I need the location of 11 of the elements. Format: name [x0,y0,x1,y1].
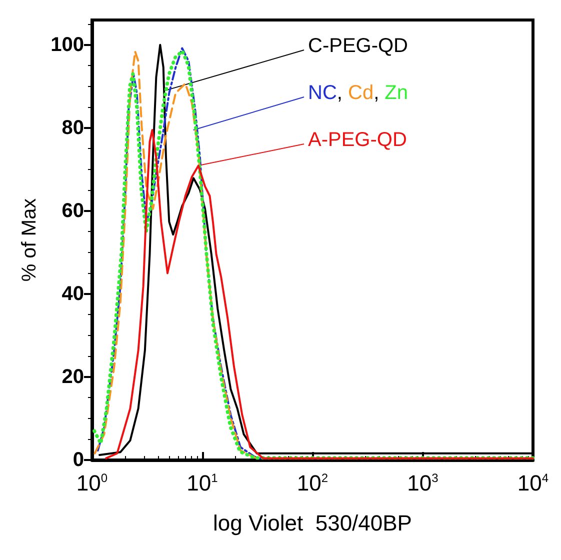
y-tick-label: 0 [72,449,84,471]
x-axis-title: log Violet 530/40BP [213,510,412,536]
annotation: NC, Cd, Zn [308,82,408,104]
y-tick-label: 100 [50,34,84,56]
annotation: A-PEG-QD [308,129,407,151]
annotation: C-PEG-QD [308,35,408,57]
y-axis-title: % of Max [18,198,41,282]
y-tick-label: 40 [62,282,84,305]
y-tick-label: 20 [62,366,84,388]
y-tick-label: 60 [62,200,84,222]
y-tick-label: 80 [62,116,84,139]
